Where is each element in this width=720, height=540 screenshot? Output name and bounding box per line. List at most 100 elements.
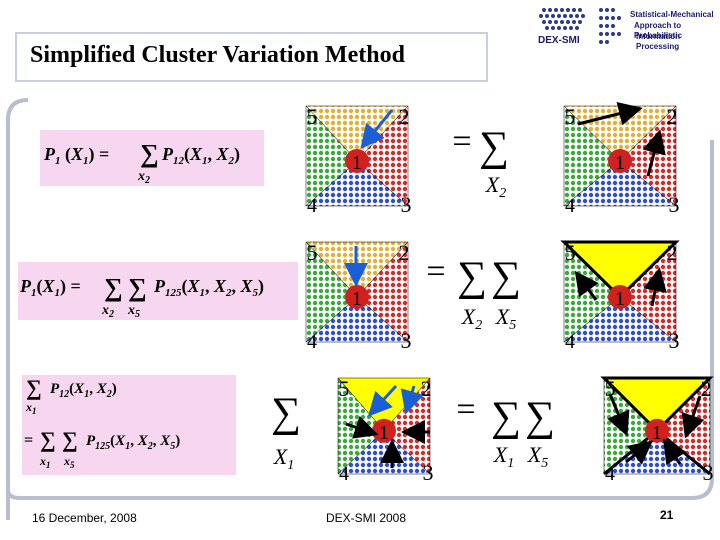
node-1-label: 1 — [352, 288, 362, 310]
title-box — [15, 32, 488, 82]
message-arrow — [400, 385, 424, 415]
formula-1-text: P1 (X1) = — [43, 144, 109, 167]
node-1-label: 1 — [379, 422, 389, 444]
svg-text:∑: ∑ — [40, 427, 56, 452]
page-number: 21 — [660, 508, 674, 522]
node-4-label: 4 — [339, 463, 349, 485]
node-1 — [608, 149, 632, 173]
sum-symbol-left-row-3: ∑ — [271, 390, 301, 436]
svg-text:P125(X1, X2, X5): P125(X1, X2, X5) — [153, 276, 264, 299]
svg-text:P12(X1, X2): P12(X1, X2) — [161, 144, 240, 167]
node-5-label: 5 — [307, 104, 318, 129]
cluster-diagram-r1-right: 1 5 2 4 3 — [563, 101, 680, 217]
cluster-diagram-r3-left: 1 5 2 4 3 — [337, 376, 434, 485]
node-2-label: 2 — [399, 104, 410, 129]
node-1-label: 1 — [615, 152, 625, 174]
sum-var-left-row-3: X1 — [273, 444, 294, 473]
footer-center: DEX-SMI 2008 — [326, 511, 407, 525]
sum-var-row-1: X2 — [485, 172, 506, 201]
node-3-label: 3 — [669, 192, 680, 217]
sum-var-row-2: X2 — [461, 304, 482, 333]
svg-text:P125(X1, X2, X5): P125(X1, X2, X5) — [86, 433, 180, 452]
message-arrow — [577, 101, 643, 126]
node-4-label: 4 — [565, 195, 575, 217]
node-4-label: 4 — [307, 331, 317, 353]
node-3-label: 3 — [401, 328, 412, 353]
svg-text:∑: ∑ — [62, 427, 78, 452]
sum-symbol-row-3: ∑ — [491, 394, 521, 440]
sum-var-row-3: X5 — [527, 442, 548, 471]
svg-text:x2: x2 — [101, 303, 114, 320]
node-4-label: 4 — [565, 331, 575, 353]
message-arrow — [642, 129, 666, 177]
node-1 — [608, 285, 632, 309]
message-arrow — [367, 384, 398, 417]
slide-frame — [6, 98, 29, 520]
smapip-line-3: Information Processing — [636, 32, 680, 51]
equals-sign-row-1: = — [452, 123, 471, 160]
message-arrow — [574, 270, 599, 301]
equals-sign-row-3: = — [456, 391, 475, 428]
node-2-label: 2 — [399, 240, 410, 265]
cluster-diagram-r1-left: 1 5 2 4 3 — [305, 104, 412, 217]
smapip-logo: Statistical-Mechanical Approach to Proba… — [596, 4, 716, 51]
slide-frame-bottom — [6, 140, 714, 500]
dex-smi-logo: DEX-SMI — [536, 4, 592, 48]
message-arrow — [607, 393, 630, 437]
node-5-label: 5 — [307, 240, 318, 265]
svg-text:P12(X1, X2): P12(X1, X2) — [50, 381, 117, 400]
node-4-label: 4 — [605, 463, 615, 485]
slide-title: Simplified Cluster Variation Method — [30, 42, 405, 68]
sum-symbol-row-1: ∑ — [479, 124, 509, 170]
formula-box-1: P1 (X1) = ∑ x2 P12(X1, X2) — [40, 130, 264, 186]
sum-symbol-row-3: ∑ — [525, 394, 555, 440]
node-5-label: 5 — [339, 376, 350, 401]
svg-text:∑: ∑ — [128, 273, 147, 302]
footer-date: 16 December, 2008 — [32, 511, 137, 525]
message-arrow — [643, 267, 667, 307]
smapip-line-2: Approach to Probabilistic — [634, 21, 683, 40]
svg-text:x2: x2 — [137, 169, 150, 186]
message-arrow — [681, 395, 705, 439]
node-3-label: 3 — [423, 460, 434, 485]
svg-text:=: = — [24, 432, 33, 449]
node-2-label: 2 — [667, 104, 678, 129]
node-1 — [345, 149, 369, 173]
sum-var-row-2: X5 — [495, 304, 516, 333]
node-1 — [345, 285, 369, 309]
smapip-line-1: Statistical-Mechanical — [630, 10, 714, 19]
node-3-label: 3 — [669, 328, 680, 353]
formula-box-3: ∑ P12(X1, X2) x1 = ∑ ∑ P125(X1, X2, X5) … — [22, 375, 236, 475]
svg-text:∑: ∑ — [140, 139, 159, 168]
sum-symbol-row-2: ∑ — [491, 254, 521, 300]
message-arrow — [360, 109, 394, 149]
formula-box-2: P1(X1) = ∑ ∑ x2 x5 P125(X1, X2, X5) — [18, 262, 298, 320]
message-arrow — [625, 440, 654, 465]
node-5-label: 5 — [565, 240, 576, 265]
sum-var-row-3: X1 — [493, 442, 514, 471]
node-2-label: 2 — [701, 376, 712, 401]
cluster-diagram-r2-right: 1 5 2 4 3 — [560, 240, 680, 353]
cluster-diagram-r3-right: 1 5 2 4 3 — [600, 376, 714, 485]
node-5-label: 5 — [605, 376, 616, 401]
node-5-label: 5 — [565, 104, 576, 129]
svg-text:x5: x5 — [127, 303, 140, 320]
svg-text:∑: ∑ — [26, 375, 42, 400]
node-1-label: 1 — [652, 422, 662, 444]
message-arrow — [345, 415, 379, 439]
sum-symbol-row-2: ∑ — [457, 254, 487, 300]
cluster-diagram-r2-left: 1 5 2 4 3 — [305, 240, 412, 353]
node-3-label: 3 — [401, 192, 412, 217]
svg-text:x1: x1 — [25, 400, 37, 416]
node-2-label: 2 — [667, 240, 678, 265]
svg-text:x1: x1 — [39, 454, 51, 470]
node-1 — [645, 418, 669, 443]
node-4-label: 4 — [307, 195, 317, 217]
dex-smi-logo-text: DEX-SMI — [538, 35, 580, 46]
node-1-label: 1 — [615, 288, 625, 310]
equals-sign-row-2: = — [426, 253, 445, 290]
svg-text:x5: x5 — [63, 454, 75, 470]
svg-text:∑: ∑ — [104, 273, 123, 302]
message-arrow — [663, 438, 687, 466]
